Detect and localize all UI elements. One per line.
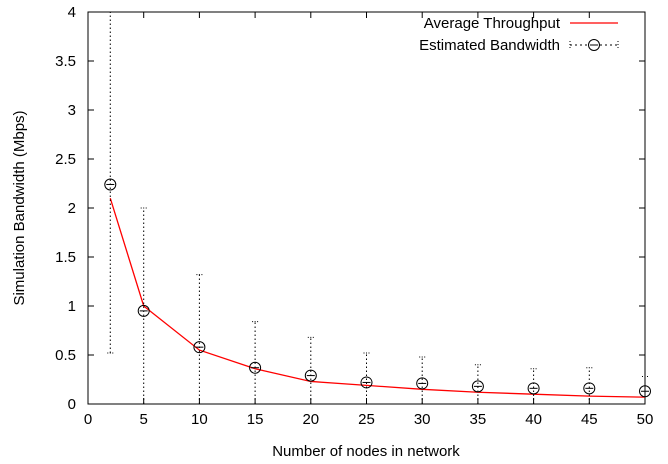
errorbar-point — [583, 367, 596, 404]
x-tick-label: 30 — [414, 411, 431, 428]
errorbar-point — [471, 364, 484, 404]
legend-swatch-estimated-bandwidth — [569, 39, 619, 51]
y-tick-label: 0 — [68, 396, 76, 413]
y-tick-label: 2 — [68, 200, 76, 217]
x-tick-label: 5 — [140, 411, 148, 428]
y-tick-label: 3 — [68, 102, 76, 119]
errorbar-point — [527, 368, 540, 404]
y-axis-title: Simulation Bandwidth (Mbps) — [11, 110, 28, 305]
errorbar-point — [360, 352, 373, 404]
data-point — [360, 376, 373, 389]
errorbar-point — [304, 336, 317, 404]
x-tick-label: 10 — [191, 411, 208, 428]
y-tick-label: 0.5 — [55, 347, 76, 364]
data-point — [471, 380, 484, 393]
x-tick-label: 45 — [581, 411, 598, 428]
data-point — [304, 369, 317, 382]
series-layer — [104, 11, 651, 404]
errorbar-point — [249, 321, 262, 404]
data-point — [639, 385, 651, 398]
x-tick-label: 35 — [470, 411, 487, 428]
plot-frame — [87, 11, 646, 405]
x-tick-label: 20 — [302, 411, 319, 428]
legend-label-average-throughput: Average Throughput — [424, 15, 561, 32]
data-point — [137, 304, 150, 317]
series-line-average-throughput — [109, 198, 646, 398]
y-axis: 0 0.5 1 1.5 2 2.5 3 3.5 4 — [55, 4, 645, 413]
data-point — [193, 341, 206, 354]
y-tick-label: 3.5 — [55, 53, 76, 70]
plot-area — [87, 11, 646, 405]
data-point — [416, 377, 429, 390]
y-tick-label: 2.5 — [55, 151, 76, 168]
legend-label-estimated-bandwidth: Estimated Bandwidth — [419, 37, 560, 54]
errorbar-point — [639, 376, 651, 404]
y-tick-label: 4 — [68, 4, 76, 21]
data-point — [583, 382, 596, 395]
x-tick-label: 40 — [525, 411, 542, 428]
legend: Average Throughput Estimated Bandwidth — [419, 15, 619, 54]
errorbar-point — [416, 356, 429, 404]
x-tick-label: 50 — [637, 411, 654, 428]
y-tick-label: 1 — [68, 298, 76, 315]
data-point — [527, 382, 540, 395]
data-point — [104, 178, 117, 191]
y-tick-label: 1.5 — [55, 249, 76, 266]
errorbar-point — [137, 207, 150, 404]
x-axis-title: Number of nodes in network — [272, 443, 460, 460]
x-tick-label: 0 — [84, 411, 92, 428]
errorbar-point — [104, 11, 117, 354]
x-axis: 0 5 10 15 20 25 30 35 40 45 50 — [84, 12, 654, 428]
data-point — [249, 361, 262, 374]
x-tick-label: 25 — [358, 411, 375, 428]
errorbar-point — [193, 274, 206, 404]
x-tick-label: 15 — [247, 411, 264, 428]
